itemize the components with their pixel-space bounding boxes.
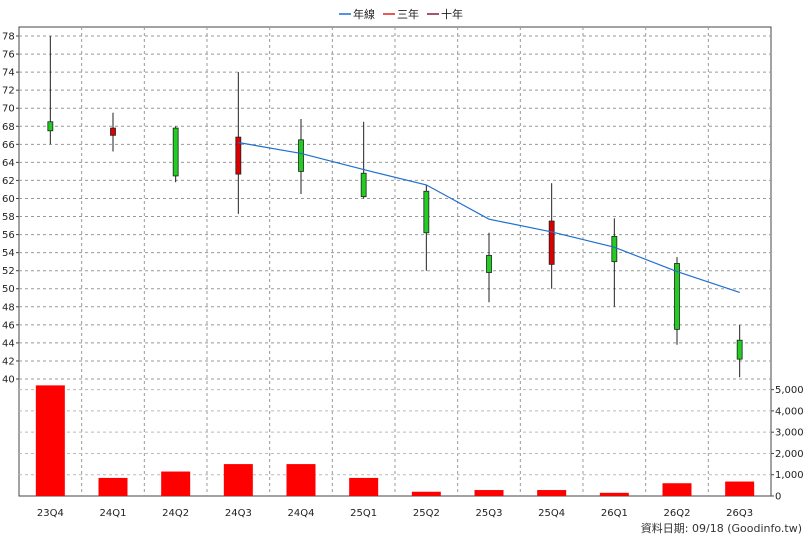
candle-body-up — [47, 121, 54, 132]
price-tick-label: 50 — [2, 284, 15, 295]
price-tick-label: 64 — [2, 158, 15, 169]
volume-tick-label: 4,000 — [775, 406, 804, 417]
volume-tick-label: 0 — [775, 492, 781, 503]
volume-bar — [223, 464, 253, 496]
volume-bar — [599, 492, 629, 496]
footer-source: 資料日期: 09/18 (Goodinfo.tw) — [641, 521, 802, 535]
x-tick-label: 25Q1 — [350, 508, 377, 519]
candle-body-down — [235, 136, 242, 175]
annual-line-series — [238, 141, 740, 293]
price-tick-label: 48 — [2, 302, 15, 313]
x-tick-label: 24Q1 — [100, 508, 127, 519]
price-tick-label: 66 — [2, 140, 15, 151]
volume-bar — [474, 490, 504, 496]
chart-legend: 年線 三年 十年 — [339, 7, 463, 21]
volume-tick-label: 1,000 — [775, 470, 804, 481]
price-tick-label: 78 — [2, 32, 15, 43]
candlesticks — [47, 36, 743, 378]
volume-bar — [349, 477, 379, 496]
price-axis: 40 42 44 46 48 50 52 54 56 58 60 62 64 66 68 70 72 74 76 78 — [2, 32, 19, 386]
annual-line — [238, 141, 740, 293]
price-tick-label: 62 — [2, 176, 15, 187]
volume-bars — [35, 385, 755, 496]
volume-tick-label: 5,000 — [775, 385, 804, 396]
x-tick-label: 24Q2 — [162, 508, 189, 519]
x-tick-label: 23Q4 — [37, 508, 64, 519]
volume-bar — [98, 477, 128, 496]
volume-axis: 0 1,000 2,000 3,000 4,000 5,000 — [771, 385, 804, 503]
candle-body-up — [611, 235, 618, 263]
candle-body-up — [360, 172, 367, 198]
price-tick-label: 68 — [2, 122, 15, 133]
volume-bar — [286, 464, 316, 496]
candle-body-up — [486, 254, 492, 273]
x-tick-label: 26Q1 — [601, 508, 628, 519]
x-tick-label: 24Q3 — [225, 508, 252, 519]
volume-tick-label: 3,000 — [775, 428, 804, 439]
x-tick-label: 26Q2 — [664, 508, 691, 519]
price-tick-label: 44 — [2, 338, 15, 349]
price-tick-label: 56 — [2, 230, 15, 241]
candle-body-up — [736, 339, 743, 360]
price-tick-label: 40 — [2, 375, 15, 386]
x-tick-label: 25Q3 — [476, 508, 503, 519]
legend-label: 三年 — [397, 7, 419, 21]
price-tick-label: 42 — [2, 356, 15, 367]
volume-bar — [537, 490, 567, 496]
legend-label: 年線 — [353, 7, 375, 21]
candle-body-down — [110, 127, 116, 136]
volume-bar — [411, 491, 441, 496]
price-tick-label: 76 — [2, 50, 15, 61]
x-tick-label: 25Q4 — [538, 508, 565, 519]
candle-body-up — [423, 190, 430, 234]
x-tick-label: 25Q2 — [413, 508, 440, 519]
price-tick-label: 72 — [2, 86, 15, 97]
volume-tick-label: 2,000 — [775, 449, 804, 460]
candle-body-up — [298, 139, 304, 172]
volume-bar — [35, 385, 65, 496]
x-tick-label: 24Q4 — [288, 508, 315, 519]
candle-body-up — [674, 263, 680, 330]
volume-bar — [662, 483, 692, 496]
price-tick-label: 58 — [2, 212, 15, 223]
volume-bar — [725, 481, 755, 496]
x-axis: 23Q4 24Q1 24Q2 24Q3 24Q4 25Q1 25Q2 25Q3 25Q4 26Q1… — [37, 508, 753, 519]
candle-body-up — [172, 127, 179, 177]
price-tick-label: 46 — [2, 320, 15, 331]
x-tick-label: 26Q3 — [726, 508, 753, 519]
price-tick-label: 54 — [2, 248, 15, 259]
price-tick-label: 60 — [2, 194, 15, 205]
volume-bar — [161, 471, 191, 496]
grid-lines — [19, 27, 771, 496]
candle-body-down — [548, 220, 555, 265]
legend-label: 十年 — [441, 7, 463, 21]
price-tick-label: 74 — [2, 68, 15, 79]
price-tick-label: 70 — [2, 104, 15, 115]
price-tick-label: 52 — [2, 266, 15, 277]
